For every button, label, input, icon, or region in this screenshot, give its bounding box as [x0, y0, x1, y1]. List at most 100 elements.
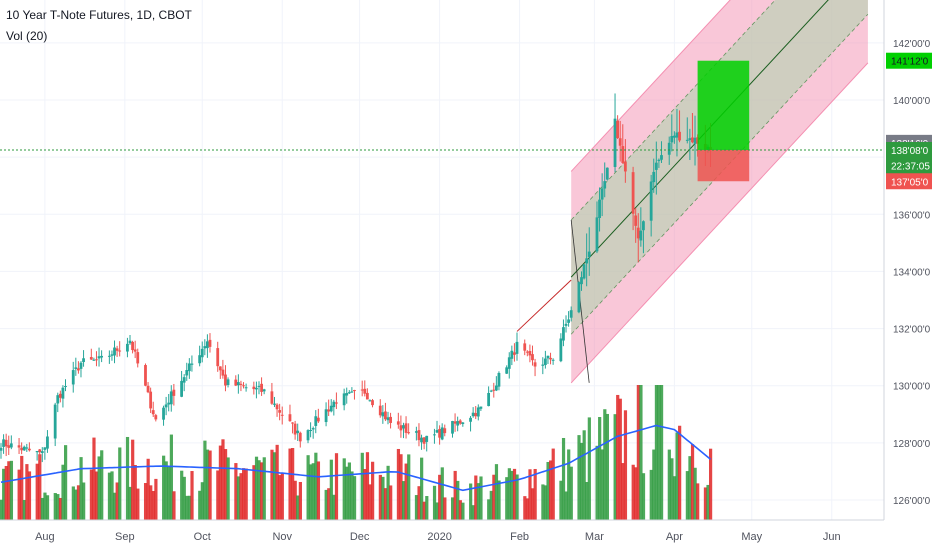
candle-body	[2, 439, 5, 447]
volume-bar	[649, 469, 653, 520]
volume-bar	[378, 474, 382, 520]
volume-bar	[89, 469, 93, 520]
volume-bar	[693, 467, 697, 520]
volume-bar	[381, 476, 385, 520]
volume-bar	[471, 505, 475, 520]
volume-bar	[659, 385, 664, 520]
candle-body	[435, 430, 439, 433]
volume-bar	[151, 490, 155, 520]
candle-body	[456, 421, 460, 426]
time-axis[interactable]: Aug Sep Oct Nov Dec 2020 Feb Mar Apr May Jun	[35, 531, 841, 543]
volume-bar	[275, 444, 279, 520]
candle-body	[35, 451, 39, 453]
candle-body	[414, 431, 418, 433]
candle-body	[631, 172, 635, 214]
volume-bar	[216, 470, 220, 520]
candle-body	[144, 365, 147, 386]
volume-bar	[293, 480, 297, 520]
volume-bar	[600, 449, 604, 520]
volume-bar	[494, 464, 499, 520]
regression-channel[interactable]	[516, 0, 869, 384]
price-axis[interactable]: 142'00'0140'00'0138'00'0136'00'0134'00'0…	[893, 39, 931, 507]
candle-body	[531, 354, 534, 361]
candle-body	[278, 410, 282, 413]
volume-bar	[530, 488, 535, 520]
candle-body	[507, 357, 511, 369]
channel-inner-upper	[570, 0, 776, 221]
volume-bar	[569, 466, 573, 520]
candle-body	[252, 386, 256, 390]
candle-body	[293, 423, 297, 435]
volume-ma-line	[0, 424, 712, 492]
candle-body	[149, 391, 153, 409]
volume-bar	[71, 486, 75, 520]
long-position-tool[interactable]	[697, 60, 750, 182]
volume-bar	[154, 478, 158, 520]
volume-bar	[125, 436, 130, 520]
volume-bar	[652, 449, 656, 520]
volume-bar	[167, 466, 171, 520]
volume-bar	[27, 471, 32, 520]
candle-body	[453, 421, 457, 424]
candle-body	[569, 310, 573, 318]
candle-body	[639, 230, 643, 241]
volume-bar	[100, 450, 104, 520]
time-tick-label: Feb	[510, 531, 529, 543]
volume-bar	[685, 471, 689, 520]
price-tick-label: 136'00'0	[893, 210, 931, 221]
candle-body	[200, 348, 204, 358]
candle-body	[77, 368, 80, 371]
volume-bar	[162, 455, 166, 520]
candle-body	[347, 392, 351, 394]
candle-body	[7, 445, 11, 448]
volume-bar	[492, 474, 496, 520]
candle-body	[523, 343, 527, 351]
candle-body	[691, 137, 694, 143]
candle-body	[350, 391, 354, 393]
candle-body	[685, 139, 689, 141]
price-tick-label: 132'00'0	[893, 325, 931, 336]
volume-bar	[404, 463, 408, 520]
volume-bar	[675, 432, 679, 520]
candle-body	[27, 448, 31, 451]
volume-bar	[523, 496, 527, 520]
candle-body	[329, 405, 333, 412]
candle-body	[203, 346, 207, 349]
volume-bar	[561, 437, 566, 520]
volume-bar	[291, 448, 295, 520]
candle-body	[492, 389, 496, 391]
volume-bar	[667, 449, 671, 520]
volume-bar	[133, 465, 137, 520]
symbol-title[interactable]: 10 Year T-Note Futures, 1D, CBOT	[6, 8, 192, 22]
candle-body	[433, 434, 436, 436]
volume-bar	[598, 417, 602, 520]
volume-bar	[17, 469, 21, 520]
candle-body	[115, 348, 119, 351]
candle-body	[549, 357, 552, 360]
candle-body	[675, 132, 679, 138]
candle-body	[22, 446, 26, 451]
candle-body	[381, 412, 385, 417]
volume-bar	[383, 488, 388, 520]
candle-body	[92, 359, 96, 361]
volume-bar	[703, 487, 708, 520]
candle-body	[38, 449, 42, 453]
volume-bar	[621, 463, 625, 520]
volume-bar	[76, 485, 81, 520]
candle-body	[133, 349, 137, 352]
volume-bar	[146, 458, 150, 520]
volume-indicator-label[interactable]: Vol (20)	[6, 29, 48, 43]
volume-bar	[634, 467, 638, 520]
volume-bar	[82, 482, 86, 520]
volume-bar	[690, 444, 695, 520]
volume-bar	[672, 476, 677, 520]
candle-body	[280, 414, 284, 416]
candle-body	[642, 221, 645, 231]
candle-body	[270, 391, 274, 404]
volume-bar	[64, 445, 68, 520]
time-tick-label: Dec	[350, 531, 370, 543]
volume-bar	[425, 496, 429, 520]
volume-bar	[311, 463, 315, 520]
